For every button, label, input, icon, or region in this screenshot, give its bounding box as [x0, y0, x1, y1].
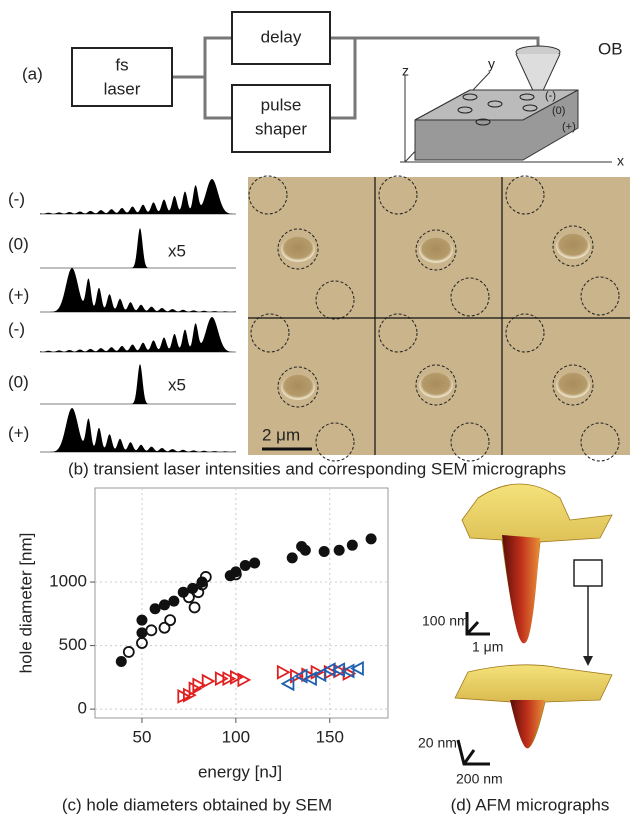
hole [281, 236, 315, 262]
scatter-chart: 50 100 150 0 500 1000 [49, 488, 388, 746]
scale-label: 1 μm [472, 639, 503, 655]
axis-label: z [402, 63, 409, 79]
caption: (c) hole diameters obtained by SEM [62, 795, 332, 814]
pulse-label: (-) [8, 319, 25, 338]
box-text: laser [104, 79, 141, 98]
y-axis-label: hole diameter [nm] [16, 533, 35, 674]
axis-label: y [488, 56, 495, 72]
pulse-label: (-) [8, 189, 25, 208]
point [249, 557, 260, 568]
point [334, 545, 345, 556]
sample [400, 46, 612, 162]
point [150, 603, 161, 614]
factor-label: x5 [168, 375, 186, 394]
point [366, 533, 377, 544]
pulse [40, 268, 236, 312]
point [159, 599, 170, 610]
y-tick-label: 0 [78, 699, 87, 718]
y-tick-label: 500 [59, 635, 87, 654]
x-tick-label: 50 [132, 727, 151, 746]
pulse-traces: (-) (0) (+) (-) (0) (+) x5 x5 [8, 179, 236, 452]
y-tick-label: 1000 [49, 572, 87, 591]
afm-images [455, 484, 612, 764]
point [319, 546, 330, 557]
point [240, 560, 251, 571]
point [168, 596, 179, 607]
point [136, 615, 147, 626]
objective-label: OB [598, 39, 623, 58]
hole [556, 372, 590, 398]
pulse [40, 179, 236, 214]
factor-label: x5 [168, 241, 186, 260]
caption: (b) transient laser intensities and corr… [68, 459, 566, 478]
scale-label: 100 nm [422, 613, 469, 629]
pulse [40, 408, 236, 452]
point [287, 552, 298, 563]
scale-label: 200 nm [456, 771, 503, 787]
x-tick-label: 100 [222, 727, 250, 746]
x-axis-label: energy [nJ] [198, 762, 282, 781]
point [347, 540, 358, 551]
point [300, 545, 311, 556]
pulse-label: (+) [8, 285, 29, 304]
hole [419, 237, 453, 263]
caption: (d) AFM micrographs [451, 795, 610, 814]
pulse [40, 228, 236, 268]
pulse [40, 317, 236, 352]
figure: (a) fs laser delay pulse shaper OB z y x… [0, 0, 634, 819]
box-text: fs [115, 55, 128, 74]
x-tick-label: 150 [316, 727, 344, 746]
panel-label: (a) [22, 64, 43, 83]
hole [556, 233, 590, 259]
pulse-label: (+) [8, 423, 29, 442]
pulse [40, 364, 236, 404]
box-text: pulse [261, 95, 302, 114]
sample-mark: (0) [552, 105, 565, 117]
scale-label: 20 nm [418, 735, 457, 751]
box-text: delay [261, 27, 302, 46]
box-text: shaper [255, 119, 307, 138]
scale-bar-label: 2 μm [262, 425, 300, 444]
point [116, 656, 127, 667]
pulse-label: (0) [8, 234, 29, 253]
pulse-label: (0) [8, 372, 29, 391]
hole [419, 372, 453, 398]
hole [281, 374, 315, 400]
axis-label: x [617, 153, 624, 169]
sample-mark: (+) [562, 121, 576, 133]
sample-mark: (-) [545, 90, 556, 102]
sem-micrographs [248, 176, 630, 461]
